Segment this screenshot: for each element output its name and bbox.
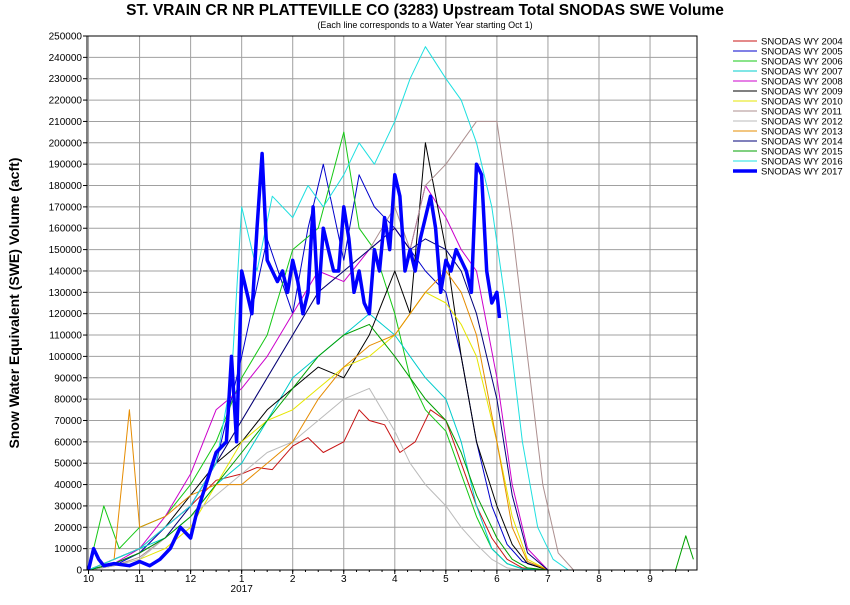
y-tick-label: 170000 xyxy=(49,202,83,213)
legend-entry: SNODAS WY 2014 xyxy=(761,137,843,148)
y-tick-label: 120000 xyxy=(49,309,83,320)
y-tick-label: 60000 xyxy=(54,437,82,448)
y-tick-label: 10000 xyxy=(54,544,82,555)
series-line-snodas-wy-2016 xyxy=(88,46,569,570)
legend-entry: SNODAS WY 2011 xyxy=(761,107,842,118)
legend-entry: SNODAS WY 2016 xyxy=(761,157,843,168)
chart-title: ST. VRAIN CR NR PLATTEVILLE CO (3283) Up… xyxy=(126,2,724,19)
legend-entry: SNODAS WY 2015 xyxy=(761,147,843,158)
series-line-snodas-wy-2004 xyxy=(88,409,548,570)
y-tick-label: 150000 xyxy=(49,245,83,256)
x-tick-label: 10 xyxy=(83,574,95,585)
y-tick-label: 210000 xyxy=(49,117,83,128)
y-tick-label: 70000 xyxy=(54,416,82,427)
legend-entry: SNODAS WY 2009 xyxy=(761,87,843,98)
y-tick-label: 220000 xyxy=(49,96,83,107)
series-line-snodas-wy-2013 xyxy=(88,270,549,570)
x-tick-label: 2 xyxy=(290,574,296,585)
y-tick-label: 190000 xyxy=(49,160,83,171)
legend-entry: SNODAS WY 2005 xyxy=(761,47,843,58)
series-line-snodas-wy-2014 xyxy=(88,227,549,570)
y-tick-label: 50000 xyxy=(54,459,82,470)
x-tick-label: 11 xyxy=(134,574,145,585)
y-tick-label: 80000 xyxy=(54,395,82,406)
y-tick-label: 200000 xyxy=(49,138,83,149)
series-line-snodas-wy-2006 xyxy=(88,131,548,570)
legend-entry: SNODAS WY 2017 xyxy=(761,167,843,178)
y-tick-label: 180000 xyxy=(49,181,83,192)
x-year-label: 2017 xyxy=(231,584,254,595)
axis-layer: 0 10000 20000 30000 40000 50000 60000 70000 8000… xyxy=(49,32,689,595)
y-tick-label: 130000 xyxy=(49,288,83,299)
legend-entry: SNODAS WY 2004 xyxy=(761,37,843,48)
y-tick-label: 240000 xyxy=(49,53,83,64)
y-tick-label: 110000 xyxy=(49,331,82,342)
plot-area-border xyxy=(86,35,698,571)
x-tick-label: 1 xyxy=(239,574,245,585)
chart-subtitle: (Each line corresponds to a Water Year s… xyxy=(317,20,532,30)
y-tick-label: 230000 xyxy=(49,74,83,85)
x-tick-label: 6 xyxy=(494,574,500,585)
y-tick-label: 90000 xyxy=(54,373,82,384)
y-tick-label: 40000 xyxy=(54,480,82,491)
series-line-snodas-wy-2008 xyxy=(88,185,549,570)
y-tick-label: 160000 xyxy=(49,224,83,235)
series-line-snodas-wy-2015 xyxy=(88,323,694,570)
grid-layer xyxy=(87,35,697,571)
legend-entry: SNODAS WY 2008 xyxy=(761,77,843,88)
legend-entry: SNODAS WY 2006 xyxy=(761,57,843,68)
series-line-snodas-wy-2017 xyxy=(87,151,502,570)
y-axis-label: Snow Water Equivalent (SWE) Volume (acft… xyxy=(6,158,22,449)
x-tick-label: 12 xyxy=(185,574,197,585)
x-tick-label: 3 xyxy=(341,574,347,585)
legend-entry: SNODAS WY 2013 xyxy=(761,127,843,138)
x-tick-label: 8 xyxy=(596,574,602,585)
x-tick-label: 4 xyxy=(392,574,398,585)
y-tick-label: 100000 xyxy=(49,352,83,363)
y-tick-label: 0 xyxy=(76,566,82,577)
legend-entry: SNODAS WY 2007 xyxy=(761,67,843,78)
series-layer xyxy=(87,46,694,570)
x-tick-label: 9 xyxy=(647,574,653,585)
series-line-snodas-wy-2010 xyxy=(88,291,549,570)
y-tick-label: 20000 xyxy=(54,523,82,534)
y-tick-label: 140000 xyxy=(49,266,83,277)
y-tick-label: 30000 xyxy=(54,501,82,512)
legend-entry: SNODAS WY 2010 xyxy=(761,97,843,108)
legend-entry: SNODAS WY 2012 xyxy=(761,117,843,128)
x-tick-label: 5 xyxy=(443,574,449,585)
x-tick-label: 7 xyxy=(545,574,551,585)
y-tick-label: 250000 xyxy=(49,32,83,43)
